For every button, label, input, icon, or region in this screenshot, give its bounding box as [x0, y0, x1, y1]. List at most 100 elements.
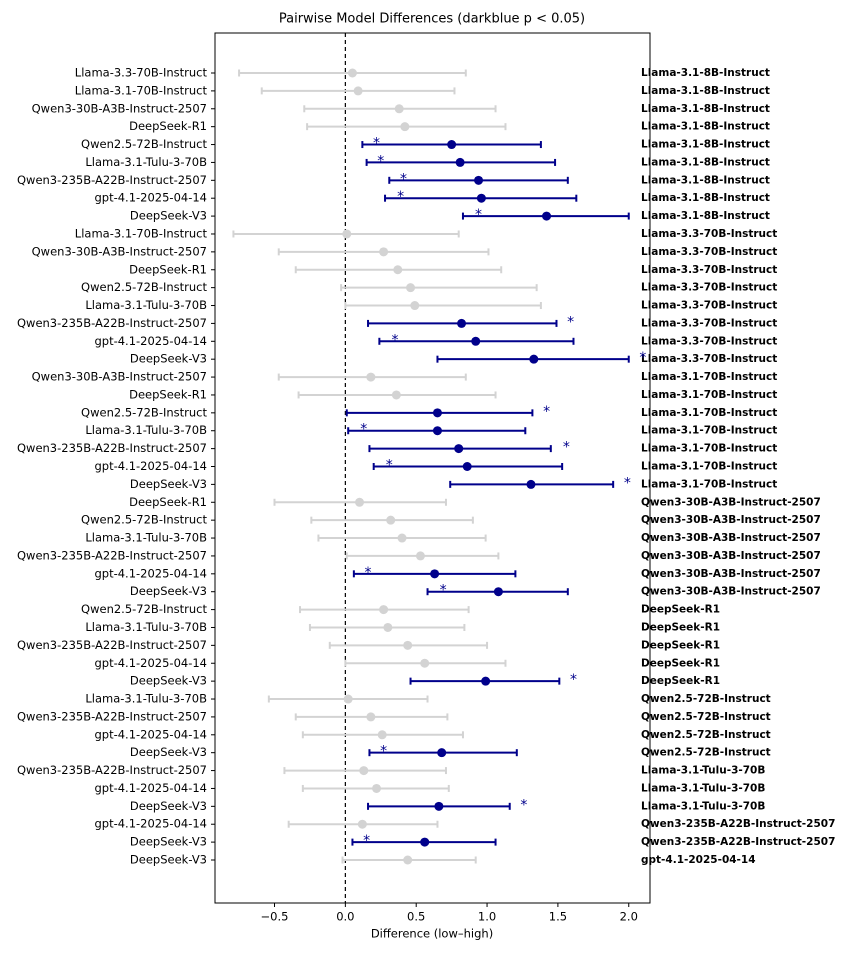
y-tick-label: gpt-4.1-2025-04-14 — [94, 727, 207, 741]
point — [420, 837, 430, 847]
right-label: Llama-3.1-8B-Instruct — [641, 139, 770, 151]
point — [391, 390, 401, 400]
point — [359, 766, 369, 776]
y-tick-label: Llama-3.1-Tulu-3-70B — [85, 531, 207, 545]
point — [353, 86, 363, 96]
point — [366, 372, 376, 382]
x-tick-label: 1.5 — [549, 910, 567, 924]
right-label: Qwen2.5-72B-Instruct — [641, 747, 771, 759]
right-label: Llama-3.1-70B-Instruct — [641, 425, 777, 437]
y-tick-label: Llama-3.1-Tulu-3-70B — [85, 692, 207, 706]
point — [415, 551, 425, 561]
right-label: Llama-3.3-70B-Instruct — [641, 353, 777, 365]
point — [462, 462, 472, 471]
point — [383, 622, 393, 632]
right-label: gpt-4.1-2025-04-14 — [641, 854, 756, 866]
point — [343, 694, 353, 704]
y-tick-label: DeepSeek-R1 — [129, 387, 207, 401]
point — [393, 265, 403, 275]
right-label: Llama-3.3-70B-Instruct — [641, 246, 777, 258]
point — [386, 515, 396, 525]
right-label: Qwen2.5-72B-Instruct — [641, 711, 771, 723]
y-tick-label: Qwen3-235B-A22B-Instruct-2507 — [17, 173, 207, 187]
significance-star: * — [639, 350, 646, 366]
significance-star: * — [386, 458, 393, 474]
y-tick-label: gpt-4.1-2025-04-14 — [94, 656, 207, 670]
right-label: Llama-3.1-Tulu-3-70B — [641, 765, 765, 777]
y-tick-label: Llama-3.1-70B-Instruct — [75, 83, 208, 97]
y-tick-label: DeepSeek-V3 — [130, 477, 207, 491]
y-tick-label: Qwen2.5-72B-Instruct — [81, 513, 207, 527]
point — [397, 533, 407, 543]
point — [366, 712, 376, 722]
x-tick-label: 2.0 — [620, 910, 638, 924]
point — [372, 783, 382, 793]
significance-star: * — [397, 189, 404, 205]
right-label: Qwen2.5-72B-Instruct — [641, 693, 771, 705]
right-label: Llama-3.3-70B-Instruct — [641, 228, 777, 240]
significance-star: * — [380, 744, 387, 760]
point — [434, 801, 444, 811]
significance-star: * — [373, 136, 380, 152]
significance-star: * — [440, 583, 447, 599]
point — [437, 748, 447, 758]
point — [457, 318, 467, 328]
point — [476, 193, 486, 203]
y-tick-label: DeepSeek-V3 — [130, 674, 207, 688]
right-label: Llama-3.1-70B-Instruct — [641, 443, 777, 455]
point — [379, 605, 389, 615]
point — [526, 479, 536, 489]
significance-star: * — [365, 565, 372, 581]
point — [357, 819, 367, 829]
point — [455, 157, 465, 167]
significance-star: * — [570, 672, 577, 688]
point — [481, 676, 491, 686]
point — [403, 855, 413, 865]
y-tick-label: gpt-4.1-2025-04-14 — [94, 191, 207, 205]
y-tick-label: gpt-4.1-2025-04-14 — [94, 334, 207, 348]
point — [454, 444, 464, 454]
right-label: Llama-3.1-8B-Instruct — [641, 192, 770, 204]
y-tick-label: DeepSeek-V3 — [130, 853, 207, 867]
point — [529, 354, 539, 364]
right-label: Llama-3.3-70B-Instruct — [641, 317, 777, 329]
right-label: DeepSeek-R1 — [641, 675, 720, 687]
y-tick-label: Qwen2.5-72B-Instruct — [81, 137, 207, 151]
right-label: Llama-3.1-70B-Instruct — [641, 389, 777, 401]
right-label: Qwen3-30B-A3B-Instruct-2507 — [641, 496, 821, 508]
right-label: Llama-3.1-Tulu-3-70B — [641, 782, 765, 794]
plot-frame — [214, 32, 651, 904]
point — [394, 104, 404, 114]
point — [420, 658, 430, 668]
significance-star: * — [563, 440, 570, 456]
point — [347, 68, 357, 78]
right-label: Qwen3-235B-A22B-Instruct-2507 — [641, 818, 835, 830]
y-tick-label: Llama-3.1-Tulu-3-70B — [85, 620, 207, 634]
y-tick-label: DeepSeek-V3 — [130, 799, 207, 813]
right-label: Llama-3.1-70B-Instruct — [641, 407, 777, 419]
point — [474, 175, 484, 185]
point — [377, 730, 387, 740]
right-label: Llama-3.1-8B-Instruct — [641, 121, 770, 133]
right-label: Llama-3.1-8B-Instruct — [641, 103, 770, 115]
right-label: Qwen3-30B-A3B-Instruct-2507 — [641, 568, 821, 580]
right-label: Llama-3.1-8B-Instruct — [641, 156, 770, 168]
y-tick-label: Qwen3-235B-A22B-Instruct-2507 — [17, 638, 207, 652]
y-tick-label: Qwen3-235B-A22B-Instruct-2507 — [17, 763, 207, 777]
point — [542, 211, 552, 221]
point — [432, 426, 442, 436]
y-tick-label: Llama-3.1-Tulu-3-70B — [85, 155, 207, 169]
y-tick-label: Qwen3-235B-A22B-Instruct-2507 — [17, 441, 207, 455]
significance-star: * — [360, 422, 367, 438]
x-tick-label: 0.0 — [336, 910, 354, 924]
y-tick-label: gpt-4.1-2025-04-14 — [94, 781, 207, 795]
significance-star: * — [543, 404, 550, 420]
significance-star: * — [520, 797, 527, 813]
right-label: Qwen2.5-72B-Instruct — [641, 729, 771, 741]
y-tick-label: DeepSeek-V3 — [130, 835, 207, 849]
y-tick-label: Qwen3-30B-A3B-Instruct-2507 — [32, 244, 207, 258]
point — [432, 408, 442, 418]
point — [471, 336, 481, 346]
right-label: Llama-3.1-70B-Instruct — [641, 461, 777, 473]
